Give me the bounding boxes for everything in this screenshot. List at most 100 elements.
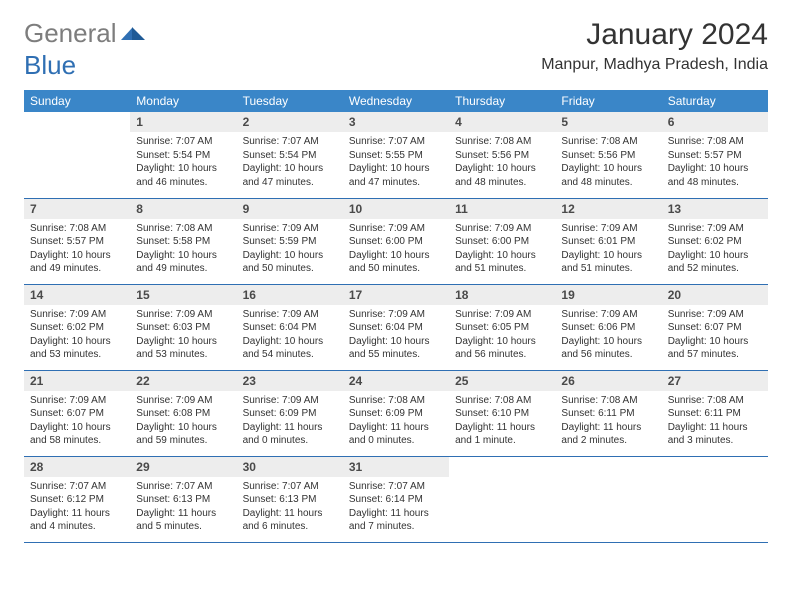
day-content: Sunrise: 7:09 AMSunset: 6:09 PMDaylight:… xyxy=(237,391,343,452)
sunset-text: Sunset: 5:57 PM xyxy=(668,149,762,163)
sunset-text: Sunset: 6:03 PM xyxy=(136,321,230,335)
calendar-week-row: 28Sunrise: 7:07 AMSunset: 6:12 PMDayligh… xyxy=(24,456,768,542)
day-number: 1 xyxy=(130,112,236,132)
dayname-mon: Monday xyxy=(130,90,236,112)
sunrise-text: Sunrise: 7:09 AM xyxy=(30,394,124,408)
sunset-text: Sunset: 5:56 PM xyxy=(455,149,549,163)
day-content: Sunrise: 7:07 AMSunset: 6:14 PMDaylight:… xyxy=(343,477,449,538)
sunset-text: Sunset: 6:11 PM xyxy=(668,407,762,421)
day-number: 2 xyxy=(237,112,343,132)
brand-part2: Blue xyxy=(24,50,76,80)
sunset-text: Sunset: 6:12 PM xyxy=(30,493,124,507)
day-content: Sunrise: 7:09 AMSunset: 6:07 PMDaylight:… xyxy=(24,391,130,452)
calendar-day-cell: 31Sunrise: 7:07 AMSunset: 6:14 PMDayligh… xyxy=(343,456,449,542)
day-content: Sunrise: 7:09 AMSunset: 6:07 PMDaylight:… xyxy=(662,305,768,366)
sunset-text: Sunset: 6:02 PM xyxy=(30,321,124,335)
sunrise-text: Sunrise: 7:09 AM xyxy=(349,222,443,236)
day-content: Sunrise: 7:07 AMSunset: 6:12 PMDaylight:… xyxy=(24,477,130,538)
day-content: Sunrise: 7:09 AMSunset: 6:00 PMDaylight:… xyxy=(449,219,555,280)
daylight-text: Daylight: 11 hours and 2 minutes. xyxy=(561,421,655,448)
day-content: Sunrise: 7:08 AMSunset: 5:57 PMDaylight:… xyxy=(662,132,768,193)
day-content: Sunrise: 7:08 AMSunset: 6:09 PMDaylight:… xyxy=(343,391,449,452)
brand-triangle-icon xyxy=(121,22,147,45)
sunrise-text: Sunrise: 7:08 AM xyxy=(349,394,443,408)
day-content: Sunrise: 7:09 AMSunset: 6:05 PMDaylight:… xyxy=(449,305,555,366)
daylight-text: Daylight: 10 hours and 51 minutes. xyxy=(455,249,549,276)
calendar-day-cell: 26Sunrise: 7:08 AMSunset: 6:11 PMDayligh… xyxy=(555,370,661,456)
sunset-text: Sunset: 6:13 PM xyxy=(243,493,337,507)
sunset-text: Sunset: 5:54 PM xyxy=(243,149,337,163)
daylight-text: Daylight: 10 hours and 57 minutes. xyxy=(668,335,762,362)
sunrise-text: Sunrise: 7:08 AM xyxy=(136,222,230,236)
day-content: Sunrise: 7:09 AMSunset: 6:00 PMDaylight:… xyxy=(343,219,449,280)
day-number xyxy=(555,457,661,463)
day-number: 21 xyxy=(24,371,130,391)
calendar-day-cell: 15Sunrise: 7:09 AMSunset: 6:03 PMDayligh… xyxy=(130,284,236,370)
daylight-text: Daylight: 10 hours and 48 minutes. xyxy=(668,162,762,189)
dayname-tue: Tuesday xyxy=(237,90,343,112)
sunset-text: Sunset: 6:13 PM xyxy=(136,493,230,507)
day-number: 24 xyxy=(343,371,449,391)
day-number: 14 xyxy=(24,285,130,305)
daylight-text: Daylight: 11 hours and 3 minutes. xyxy=(668,421,762,448)
day-content: Sunrise: 7:07 AMSunset: 5:54 PMDaylight:… xyxy=(237,132,343,193)
sunrise-text: Sunrise: 7:07 AM xyxy=(349,135,443,149)
day-content: Sunrise: 7:09 AMSunset: 6:02 PMDaylight:… xyxy=(24,305,130,366)
location-text: Manpur, Madhya Pradesh, India xyxy=(541,56,768,74)
day-content: Sunrise: 7:09 AMSunset: 6:04 PMDaylight:… xyxy=(237,305,343,366)
day-content: Sunrise: 7:08 AMSunset: 5:58 PMDaylight:… xyxy=(130,219,236,280)
day-number: 5 xyxy=(555,112,661,132)
sunrise-text: Sunrise: 7:09 AM xyxy=(30,308,124,322)
sunrise-text: Sunrise: 7:09 AM xyxy=(455,222,549,236)
sunset-text: Sunset: 5:59 PM xyxy=(243,235,337,249)
sunrise-text: Sunrise: 7:09 AM xyxy=(349,308,443,322)
calendar-day-cell: 18Sunrise: 7:09 AMSunset: 6:05 PMDayligh… xyxy=(449,284,555,370)
calendar-table: Sunday Monday Tuesday Wednesday Thursday… xyxy=(24,90,768,543)
sunset-text: Sunset: 6:02 PM xyxy=(668,235,762,249)
sunset-text: Sunset: 5:58 PM xyxy=(136,235,230,249)
day-number: 20 xyxy=(662,285,768,305)
sunset-text: Sunset: 6:08 PM xyxy=(136,407,230,421)
sunset-text: Sunset: 6:09 PM xyxy=(243,407,337,421)
sunrise-text: Sunrise: 7:09 AM xyxy=(243,308,337,322)
daylight-text: Daylight: 10 hours and 50 minutes. xyxy=(243,249,337,276)
sunset-text: Sunset: 5:56 PM xyxy=(561,149,655,163)
sunrise-text: Sunrise: 7:09 AM xyxy=(668,308,762,322)
daylight-text: Daylight: 10 hours and 46 minutes. xyxy=(136,162,230,189)
calendar-day-cell: 25Sunrise: 7:08 AMSunset: 6:10 PMDayligh… xyxy=(449,370,555,456)
calendar-day-cell xyxy=(449,456,555,542)
sunrise-text: Sunrise: 7:09 AM xyxy=(136,394,230,408)
day-number xyxy=(662,457,768,463)
daylight-text: Daylight: 10 hours and 56 minutes. xyxy=(455,335,549,362)
day-number: 11 xyxy=(449,199,555,219)
day-number: 6 xyxy=(662,112,768,132)
sunset-text: Sunset: 5:57 PM xyxy=(30,235,124,249)
sunset-text: Sunset: 6:04 PM xyxy=(349,321,443,335)
day-content: Sunrise: 7:07 AMSunset: 5:54 PMDaylight:… xyxy=(130,132,236,193)
day-content: Sunrise: 7:09 AMSunset: 6:03 PMDaylight:… xyxy=(130,305,236,366)
day-number: 19 xyxy=(555,285,661,305)
daylight-text: Daylight: 10 hours and 47 minutes. xyxy=(243,162,337,189)
sunrise-text: Sunrise: 7:09 AM xyxy=(668,222,762,236)
sunset-text: Sunset: 6:00 PM xyxy=(349,235,443,249)
day-content: Sunrise: 7:08 AMSunset: 6:11 PMDaylight:… xyxy=(662,391,768,452)
sunset-text: Sunset: 6:09 PM xyxy=(349,407,443,421)
calendar-day-cell: 19Sunrise: 7:09 AMSunset: 6:06 PMDayligh… xyxy=(555,284,661,370)
day-content: Sunrise: 7:08 AMSunset: 5:57 PMDaylight:… xyxy=(24,219,130,280)
calendar-week-row: 1Sunrise: 7:07 AMSunset: 5:54 PMDaylight… xyxy=(24,112,768,198)
sunrise-text: Sunrise: 7:08 AM xyxy=(455,394,549,408)
daylight-text: Daylight: 11 hours and 0 minutes. xyxy=(349,421,443,448)
daylight-text: Daylight: 10 hours and 55 minutes. xyxy=(349,335,443,362)
day-number: 10 xyxy=(343,199,449,219)
calendar-day-cell: 2Sunrise: 7:07 AMSunset: 5:54 PMDaylight… xyxy=(237,112,343,198)
sunrise-text: Sunrise: 7:08 AM xyxy=(30,222,124,236)
calendar-week-row: 7Sunrise: 7:08 AMSunset: 5:57 PMDaylight… xyxy=(24,198,768,284)
day-number: 7 xyxy=(24,199,130,219)
sunset-text: Sunset: 6:11 PM xyxy=(561,407,655,421)
calendar-day-cell: 22Sunrise: 7:09 AMSunset: 6:08 PMDayligh… xyxy=(130,370,236,456)
calendar-day-cell: 4Sunrise: 7:08 AMSunset: 5:56 PMDaylight… xyxy=(449,112,555,198)
day-number: 17 xyxy=(343,285,449,305)
daylight-text: Daylight: 10 hours and 48 minutes. xyxy=(455,162,549,189)
sunset-text: Sunset: 6:10 PM xyxy=(455,407,549,421)
day-number: 31 xyxy=(343,457,449,477)
